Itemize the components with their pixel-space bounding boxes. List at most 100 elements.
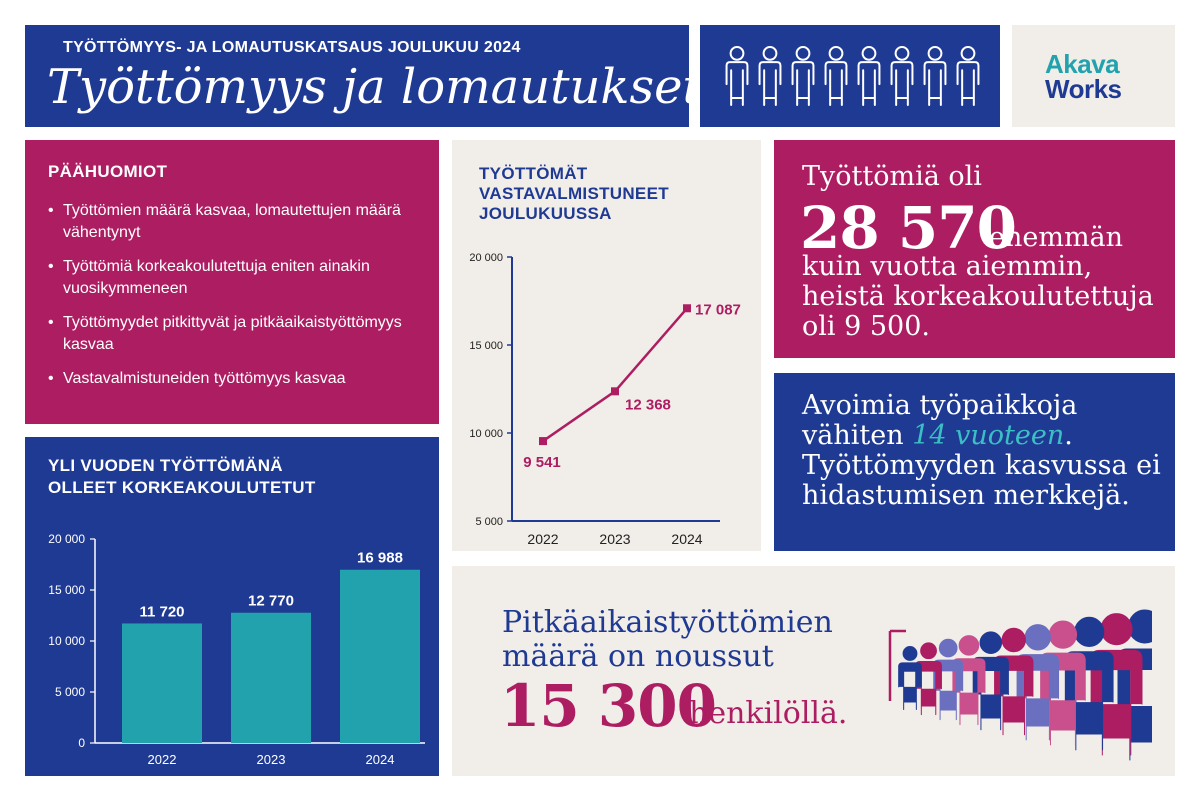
person-body	[956, 61, 980, 106]
y-tick-label: 10 000	[48, 634, 85, 648]
person-icon	[1016, 624, 1060, 741]
data-label: 11 720	[139, 603, 184, 620]
data-point	[683, 304, 691, 313]
person-icon	[972, 631, 1009, 731]
person-icon	[1117, 609, 1152, 761]
person-body	[915, 661, 942, 716]
person-body	[1117, 648, 1152, 761]
person-head	[894, 46, 910, 61]
line-chart: 5 000 10 000 15 000 20 000 9 541 2022 12 368 20…	[469, 252, 741, 547]
x-tick-label: 2023	[257, 752, 286, 767]
stat-unemployed-rest: kuin vuotta aiemmin, heistä korkeakoulut…	[802, 251, 1154, 342]
stat-unemployed-after: enemmän	[989, 222, 1124, 253]
person-body	[1040, 652, 1086, 746]
stat-jobs-text: Avoimia työpaikkoja vähiten 14 vuoteen. …	[802, 391, 1162, 511]
line-chart-panel: TYÖTTÖMÄT VASTAVALMISTUNEET JOULUKUUSSA …	[452, 140, 761, 551]
person-icon	[791, 46, 815, 106]
header-kicker: TYÖTTÖMYYS- JA LOMAUTUSKATSAUS JOULUKUU …	[63, 39, 521, 56]
person-body	[972, 656, 1009, 731]
y-tick-label: 15 000	[469, 340, 503, 352]
data-point	[539, 437, 547, 446]
people-icon-row	[725, 46, 980, 106]
person-head	[938, 638, 958, 658]
person-head	[762, 46, 778, 61]
stat-longterm-after: henkilöllä.	[689, 696, 848, 731]
person-head	[828, 46, 844, 61]
person-head	[927, 46, 943, 61]
x-tick-label: 2024	[366, 752, 395, 767]
line-series	[542, 307, 688, 443]
stat-jobs-part2: . Työttömyyden kasvussa ei hidastumisen …	[802, 420, 1161, 511]
y-tick-label: 20 000	[469, 252, 503, 264]
y-tick-label: 5 000	[475, 516, 503, 528]
person-icon	[898, 646, 922, 711]
person-body	[857, 61, 881, 106]
person-head	[795, 46, 811, 61]
data-point	[611, 387, 619, 396]
y-tick-label: 5 000	[55, 685, 85, 699]
person-body	[890, 61, 914, 106]
stat-longterm-text: Pitkäaikaistyöttömien määrä on noussut	[502, 605, 833, 674]
person-icon	[725, 46, 749, 106]
stat-jobs-panel: Avoimia työpaikkoja vähiten 14 vuoteen. …	[774, 373, 1175, 551]
person-body	[952, 658, 986, 726]
person-body	[1016, 654, 1060, 741]
x-tick-label: 2022	[148, 752, 177, 767]
y-tick-label: 20 000	[48, 532, 85, 546]
person-body	[758, 61, 782, 106]
list-item: Vastavalmistuneiden työttömyys kasvaa	[48, 368, 428, 390]
data-label: 12 770	[248, 593, 294, 610]
person-head	[1048, 620, 1078, 649]
highlights-title: PÄÄHUOMIOT	[48, 162, 168, 181]
x-tick-label: 2024	[671, 531, 702, 547]
person-head	[1024, 624, 1051, 651]
stat-jobs-part1: Avoimia työpaikkoja vähiten	[802, 390, 1078, 451]
bar	[231, 612, 311, 743]
list-item: Työttömien määrä kasvaa, lomautettujen m…	[48, 200, 428, 244]
person-head	[861, 46, 877, 61]
person-head	[960, 46, 976, 61]
person-icon	[915, 642, 942, 716]
person-icon	[758, 46, 782, 106]
person-head	[902, 646, 918, 661]
person-head	[729, 46, 745, 61]
person-icon	[994, 627, 1034, 736]
person-icon	[1040, 620, 1086, 746]
highlights-panel: PÄÄHUOMIOT Työttömien määrä kasvaa, loma…	[25, 140, 439, 424]
bar-chart-title: YLI VUODEN TYÖTTÖMÄNÄ OLLEET KORKEAKOULU…	[48, 456, 316, 497]
person-icon	[824, 46, 848, 106]
people-panel	[700, 25, 1000, 127]
person-icon	[857, 46, 881, 106]
person-icon	[923, 46, 947, 106]
person-body	[933, 659, 964, 721]
person-body	[824, 61, 848, 106]
stat-longterm-panel: Pitkäaikaistyöttömien määrä on noussut 1…	[452, 566, 1175, 776]
data-label: 12 368	[625, 396, 671, 413]
list-item: Työttömyydet pitkittyvät ja pitkäaikaist…	[48, 312, 428, 356]
bar-chart: 0 5 000 10 000 15 000 20 000 11 720 2022 12 770…	[48, 532, 425, 767]
logo: Akava Works	[1012, 25, 1175, 127]
person-head	[1074, 616, 1105, 647]
person-head	[1001, 627, 1026, 653]
x-tick-label: 2022	[527, 531, 558, 547]
logo-line1: Akava	[1045, 49, 1120, 79]
line-chart-title: TYÖTTÖMÄT VASTAVALMISTUNEET JOULUKUUSSA	[479, 164, 669, 223]
queue-line-icon	[888, 629, 906, 701]
highlights-list: Työttömien määrä kasvaa, lomautettujen m…	[48, 200, 428, 402]
header-panel: TYÖTTÖMYYS- JA LOMAUTUSKATSAUS JOULUKUU …	[25, 25, 702, 127]
y-tick-label: 0	[78, 736, 85, 750]
logo-line2: Works	[1045, 74, 1122, 104]
person-body	[923, 61, 947, 106]
data-label: 9 541	[523, 454, 561, 471]
person-icon	[956, 46, 980, 106]
stat-jobs-highlight: 14 vuoteen	[912, 420, 1065, 451]
person-body	[791, 61, 815, 106]
x-tick-label: 2023	[599, 531, 630, 547]
y-tick-label: 10 000	[469, 428, 503, 440]
queue-illustration	[888, 609, 1152, 761]
data-label: 17 087	[695, 301, 741, 318]
data-label: 16 988	[357, 550, 403, 567]
stat-unemployed-number: 28 570	[800, 194, 1017, 262]
bar	[340, 569, 420, 743]
bar-chart-panel: YLI VUODEN TYÖTTÖMÄNÄ OLLEET KORKEAKOULU…	[25, 437, 439, 776]
